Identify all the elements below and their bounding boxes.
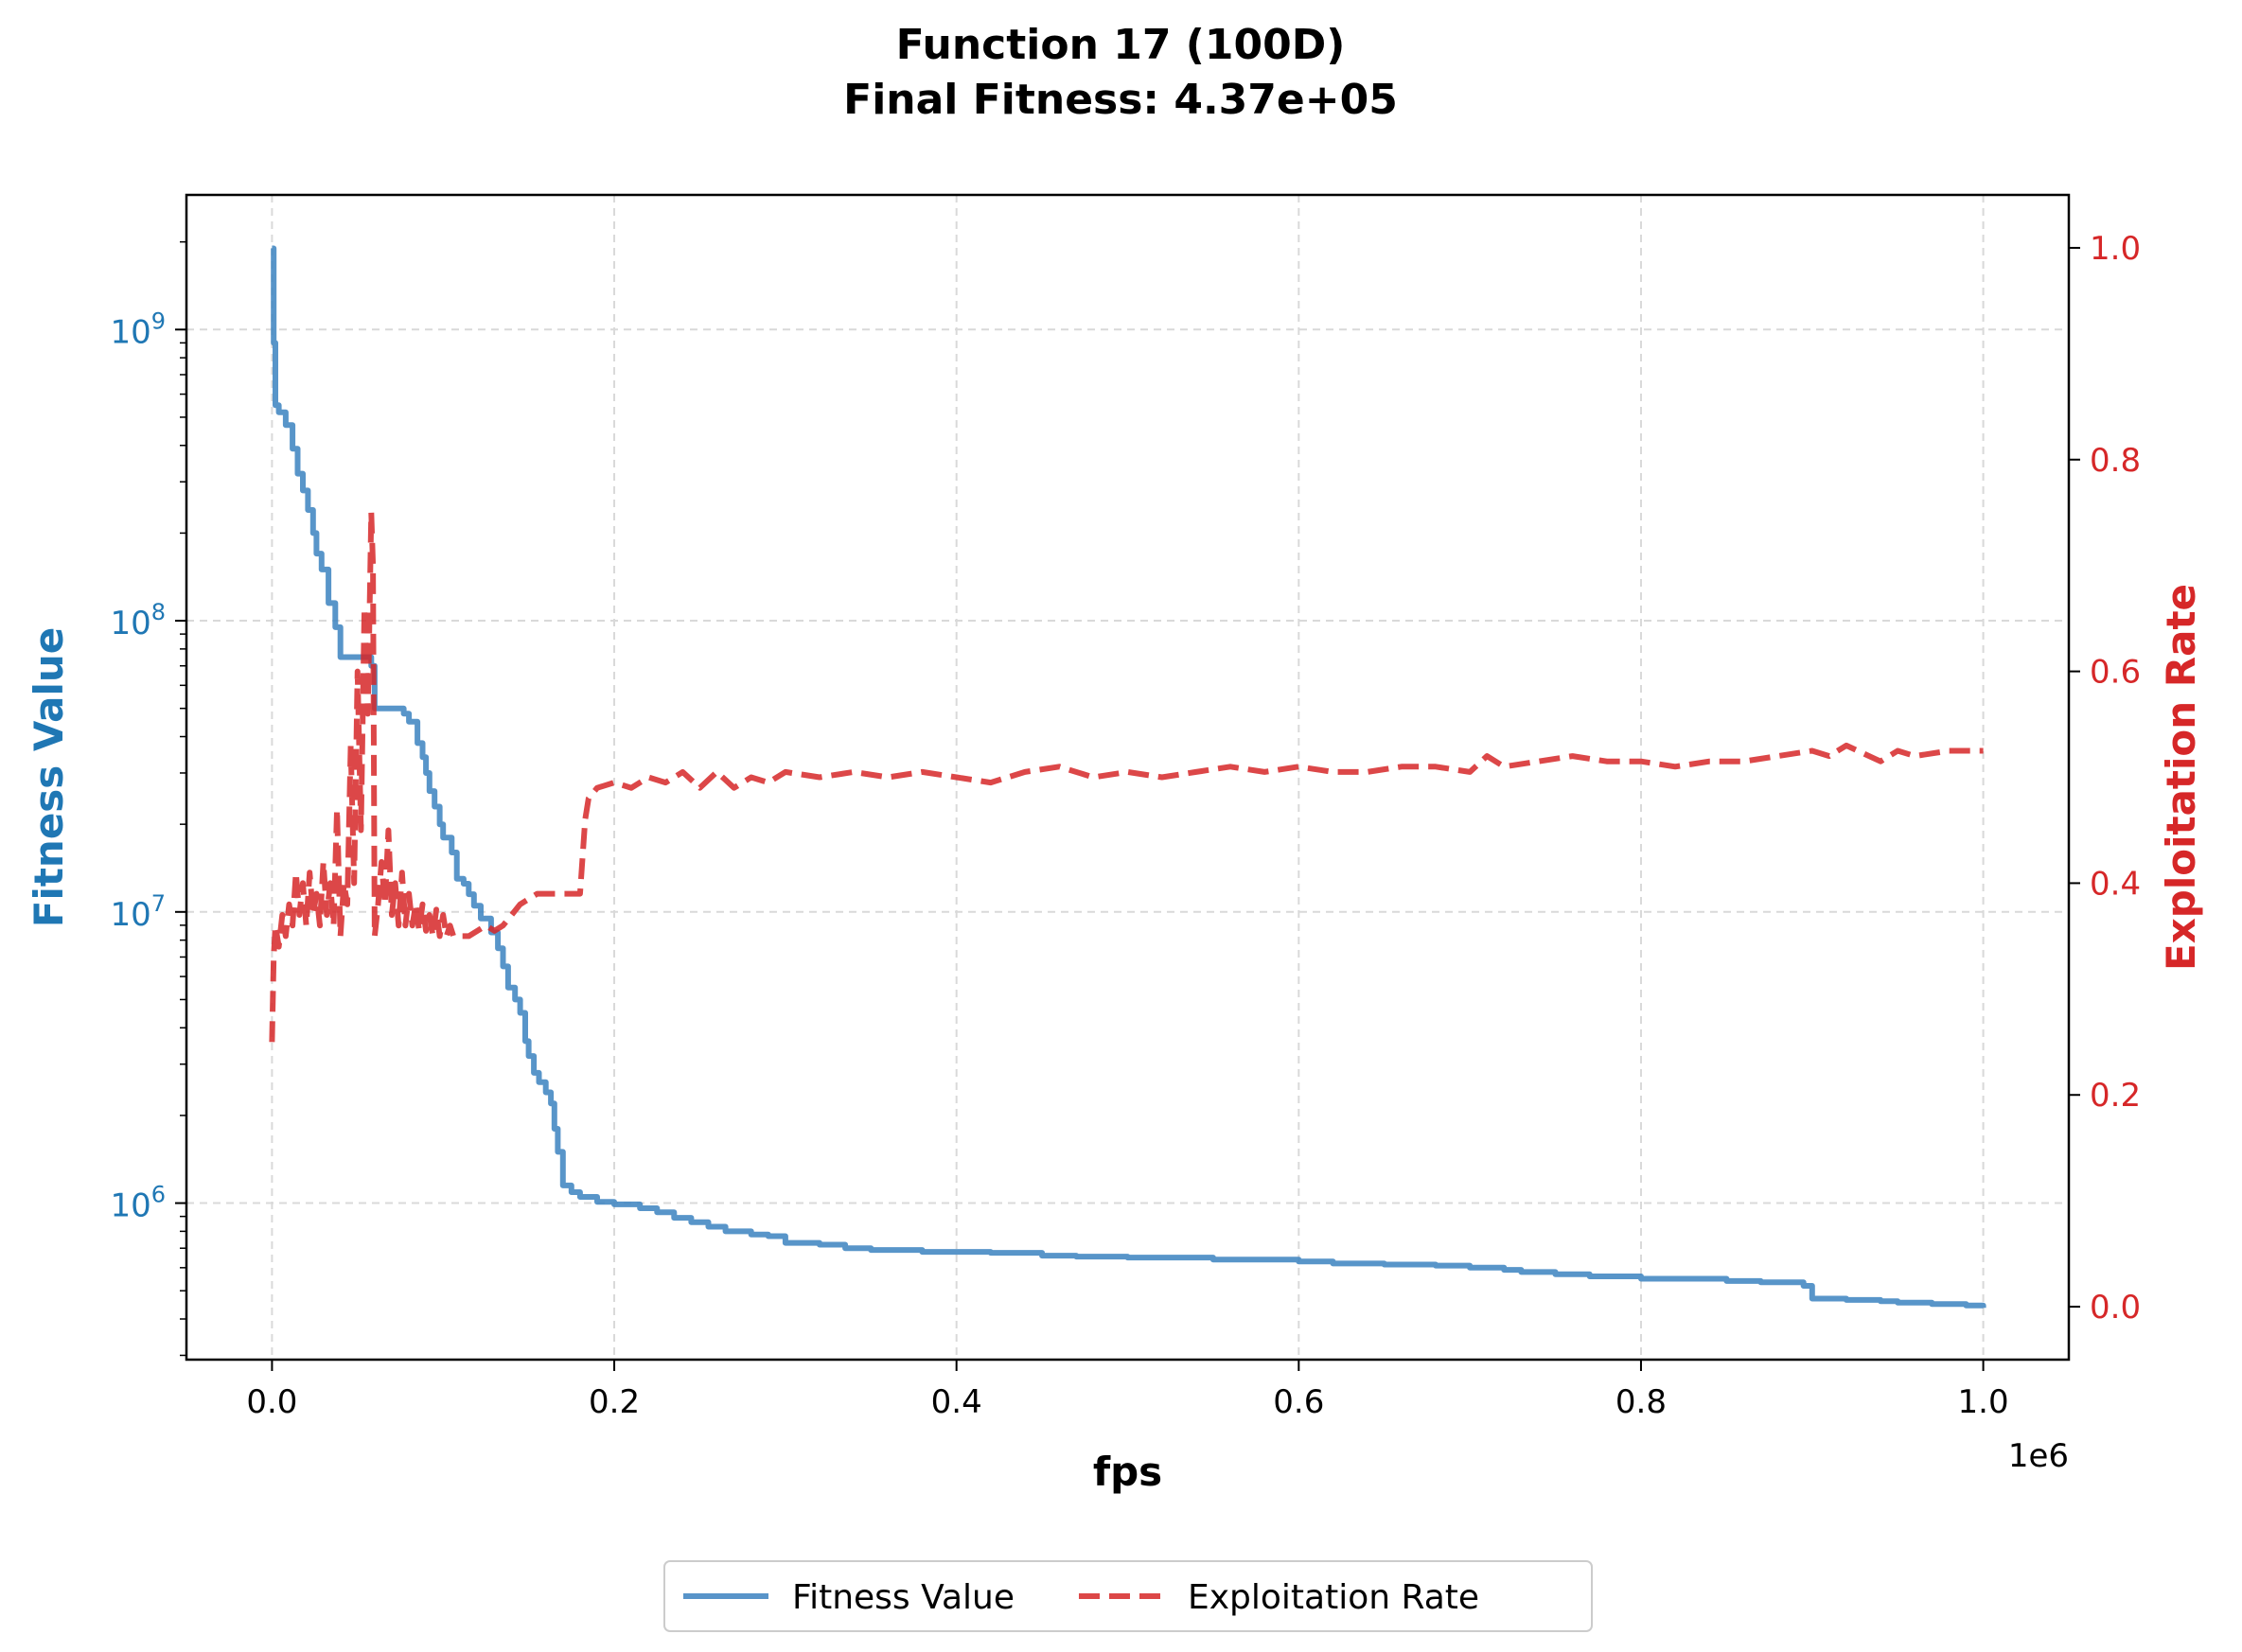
x-axis: 0.0 0.2 0.4 0.6 0.8 1.0: [246, 1360, 2009, 1421]
series-layer: [269, 245, 1986, 1309]
series-line-fitness-value: [271, 245, 1986, 1309]
x-axis-offset-label: 1e6: [2008, 1437, 2069, 1475]
x-axis-label: fps: [1093, 1449, 1162, 1495]
x-tick-label: 1.0: [1958, 1383, 2009, 1421]
y-axis-right-label: Exploitation Rate: [2158, 584, 2204, 971]
y-axis-right: 0.0 0.2 0.4 0.6 0.8 1.0: [2069, 230, 2141, 1327]
legend: Fitness Value Exploitation Rate: [663, 1560, 1593, 1632]
x-tick-label: 0.6: [1273, 1383, 1324, 1421]
x-tick-label: 0.8: [1615, 1383, 1667, 1421]
x-tick-label: 0.4: [931, 1383, 982, 1421]
x-tick-label: 0.2: [589, 1383, 640, 1421]
y-right-tick-label: 0.2: [2090, 1077, 2141, 1115]
y-right-tick-label: 0.6: [2090, 654, 2141, 692]
y-left-tick-label: 107: [110, 890, 166, 934]
chart-title-group: Function 17 (100D) Final Fitness: 4.37e+…: [843, 21, 1398, 124]
y-right-tick-label: 0.4: [2090, 865, 2141, 903]
legend-label: Exploitation Rate: [1188, 1578, 1479, 1617]
y-axis-left-label: Fitness Value: [26, 627, 72, 928]
series-line-exploitation-rate: [269, 509, 1984, 1043]
y-left-tick-label: 109: [110, 308, 166, 351]
plot-frame: [185, 193, 2071, 1362]
chart-subtitle: Final Fitness: 4.37e+05: [843, 76, 1398, 124]
x-tick-label: 0.0: [246, 1383, 297, 1421]
y-left-tick-label: 108: [110, 599, 166, 642]
y-right-tick-label: 0.0: [2090, 1289, 2141, 1327]
y-right-tick-label: 0.8: [2090, 442, 2141, 480]
chart-title: Function 17 (100D): [896, 21, 1346, 69]
grid: [186, 195, 2069, 1360]
y-axis-left: 106 107 108 109: [110, 240, 186, 1357]
y-right-tick-label: 1.0: [2090, 230, 2141, 268]
legend-label: Fitness Value: [792, 1578, 1015, 1617]
y-left-tick-label: 106: [110, 1182, 166, 1225]
